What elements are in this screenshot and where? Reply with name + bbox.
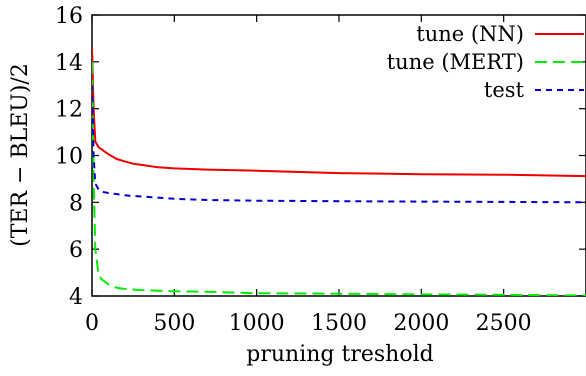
y-tick-label: 16: [55, 4, 83, 29]
legend-label: tune (NN): [416, 22, 524, 46]
y-tick-label: 14: [55, 51, 83, 76]
axis-ticks: 0 500 1000 1500 2000 2500 4 6 8 10 12 14 16: [55, 4, 586, 336]
series-line-2: [92, 85, 586, 204]
series-lines: [92, 47, 586, 296]
x-tick-label: 1000: [229, 311, 285, 336]
x-tick-label: 2000: [393, 311, 449, 336]
x-tick-label: 1500: [311, 311, 367, 336]
y-tick-label: 10: [55, 145, 83, 170]
y-axis-label: (TER − BLEU)/2: [8, 63, 33, 247]
x-tick-label: 2500: [476, 311, 532, 336]
y-tick-label: 4: [69, 285, 83, 310]
legend: tune (NN) tune (MERT) test: [387, 22, 584, 102]
x-tick-label: 0: [85, 311, 99, 336]
x-axis-label: pruning treshold: [246, 342, 433, 367]
y-tick-label: 8: [69, 191, 83, 216]
y-tick-label: 6: [69, 238, 83, 263]
series-line-1: [92, 61, 586, 296]
series-line-0: [92, 47, 586, 178]
legend-label: test: [484, 78, 525, 102]
y-tick-label: 12: [55, 98, 83, 123]
x-tick-label: 500: [153, 311, 195, 336]
legend-label: tune (MERT): [387, 50, 524, 74]
